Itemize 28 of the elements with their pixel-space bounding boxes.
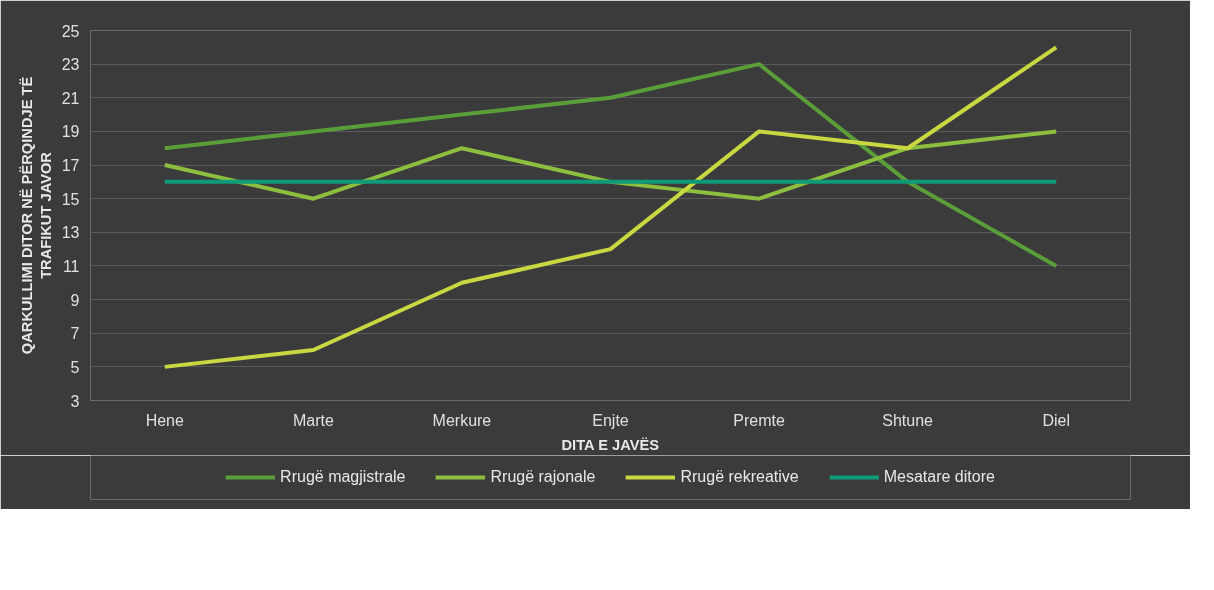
line-series bbox=[162, 62, 1059, 268]
y-tick-label: 17 bbox=[61, 157, 80, 175]
y-tick-label: 15 bbox=[61, 190, 80, 208]
x-tick-label: Shtune bbox=[882, 411, 934, 429]
x-axis-title: DITA E JAVËS bbox=[561, 436, 660, 453]
x-tick-label: Enjte bbox=[592, 411, 629, 429]
y-axis-title: QARKULLIMI DITOR NË PËRQINDJE TË TRAFIKUT JAVOR bbox=[18, 76, 54, 355]
legend-label: Rrugë rekreative bbox=[680, 468, 799, 486]
y-tick-label: 11 bbox=[62, 257, 80, 275]
y-tick-label: 23 bbox=[61, 56, 80, 74]
legend-label: Mesatare ditore bbox=[883, 468, 995, 486]
y-tick-label: 7 bbox=[70, 325, 80, 343]
y-tick-label: 25 bbox=[61, 22, 80, 40]
y-tick-label: 9 bbox=[70, 291, 80, 309]
y-tick-label: 21 bbox=[61, 89, 80, 107]
line-series bbox=[162, 129, 1059, 201]
x-tick-label: Premte bbox=[733, 411, 785, 429]
y-tick-label: 13 bbox=[61, 224, 80, 242]
x-tick-label: Marte bbox=[292, 411, 334, 429]
legend-label: Rrugë rajonale bbox=[490, 468, 596, 486]
y-tick-label: 5 bbox=[70, 358, 80, 376]
legend-label: Rrugë magjistrale bbox=[280, 468, 406, 486]
x-tick-label: Hene bbox=[145, 411, 185, 429]
line-series bbox=[162, 45, 1059, 369]
y-tick-label: 19 bbox=[61, 123, 80, 141]
x-tick-label: Merkure bbox=[432, 411, 492, 429]
y-tick-label: 3 bbox=[70, 392, 80, 410]
x-tick-label: Diel bbox=[1042, 411, 1070, 429]
